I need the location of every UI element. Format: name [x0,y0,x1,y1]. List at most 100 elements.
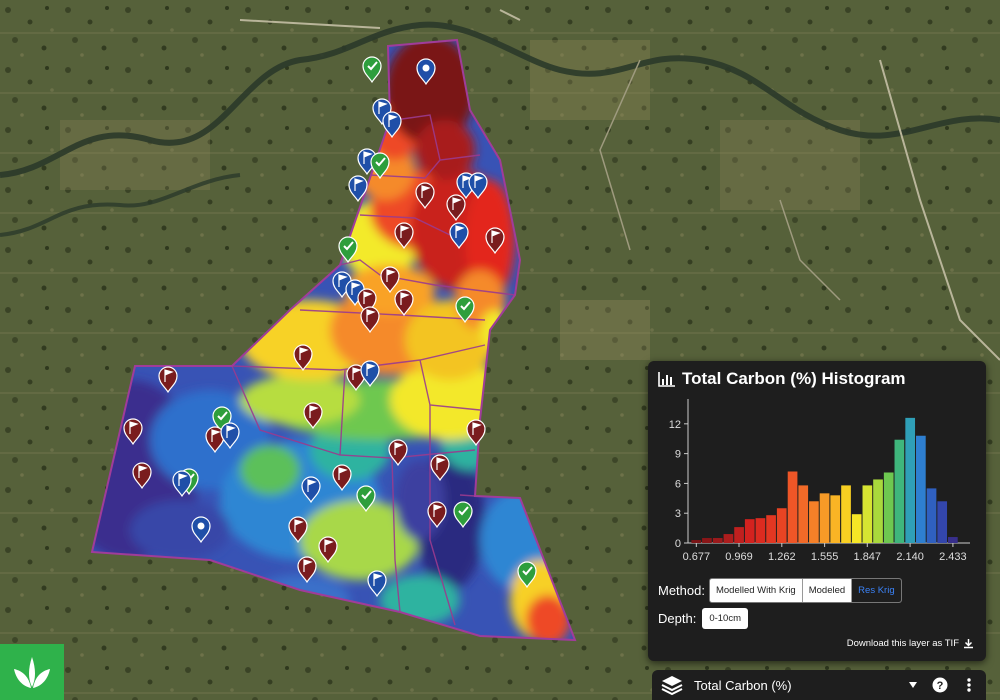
y-tick-label: 3 [675,508,681,520]
blue-flag-marker[interactable] [449,222,469,250]
blue-flag-marker[interactable] [172,470,192,498]
sample-flag-marker[interactable] [205,426,225,454]
sample-flag-marker[interactable] [297,556,317,584]
layers-icon [661,676,683,696]
sample-flag-marker[interactable] [430,454,450,482]
completed-check-marker[interactable] [362,56,382,84]
blue-flag-marker[interactable] [372,98,392,126]
histogram-bar [766,515,776,543]
depth-selector-row: Depth: 0-10cm [658,608,748,629]
histogram-bar [787,471,798,543]
histogram-title-text: Total Carbon (%) Histogram [682,369,906,388]
water-drop-marker[interactable] [191,516,211,544]
histogram-bar [755,518,766,543]
completed-check-marker[interactable] [517,561,537,589]
histogram-bar [947,537,958,543]
sample-flag-marker[interactable] [466,419,486,447]
layer-selector-bar[interactable]: Total Carbon (%) ? [652,670,986,700]
y-tick-label: 6 [675,478,681,490]
completed-check-marker[interactable] [356,485,376,513]
kebab-menu-icon[interactable] [966,677,972,693]
caret-down-icon[interactable] [908,681,918,689]
histogram-bar [809,501,819,543]
x-tick-label: 2.433 [939,551,967,563]
histogram-bar [905,417,916,543]
histogram-bar [691,540,702,543]
blue-flag-marker[interactable] [360,360,380,388]
sample-flag-marker[interactable] [394,289,414,317]
histogram-bar [723,534,734,543]
blue-flag-marker[interactable] [301,476,321,504]
completed-check-marker[interactable] [370,152,390,180]
histogram-bar [894,439,905,543]
x-tick-label: 0.677 [683,551,711,563]
sample-flag-marker[interactable] [123,418,143,446]
sample-flag-marker[interactable] [485,227,505,255]
completed-check-marker[interactable] [455,296,475,324]
x-tick-label: 1.262 [768,551,796,563]
histogram-bar [819,493,830,543]
blue-flag-marker[interactable] [468,172,488,200]
layer-name: Total Carbon (%) [694,677,792,693]
histogram-bar [830,495,841,543]
histogram-bar [926,488,937,543]
sample-flag-marker[interactable] [380,266,400,294]
carbon-histogram-chart: 0 3 6 9 12 0.677 0.969 1.262 1.555 1.847 2.140 2.43… [669,399,970,563]
x-tick-label: 2.140 [896,551,924,563]
blue-flag-marker[interactable] [220,422,240,450]
histogram-bar [702,538,712,543]
sample-flag-marker[interactable] [332,464,352,492]
sample-flag-marker[interactable] [360,306,380,334]
blue-flag-marker[interactable] [348,175,368,203]
svg-text:?: ? [937,680,944,692]
blue-flag-marker[interactable] [367,570,387,598]
histogram-bar [937,501,948,543]
completed-check-marker[interactable] [453,501,473,529]
histogram-bar [776,508,787,543]
y-tick-label: 9 [675,449,681,461]
sample-flag-marker[interactable] [446,194,466,222]
histogram-bar [744,519,755,543]
leaf-logo-icon [14,657,50,688]
histogram-bar [851,514,862,543]
method-option-res-krig[interactable]: Res Krig [852,579,901,602]
sample-flag-marker[interactable] [394,222,414,250]
blue-flag-marker[interactable] [382,111,402,139]
histogram-bar [798,485,809,543]
histogram-bar [712,538,723,543]
method-option-modelled-with-krig[interactable]: Modelled With Krig [710,579,803,602]
sample-flag-marker[interactable] [303,402,323,430]
download-tif-link[interactable]: Download this layer as TIF [847,638,974,649]
histogram-bar [734,527,744,543]
sample-flag-marker[interactable] [388,439,408,467]
histogram-bar [883,472,894,543]
sample-flag-marker[interactable] [132,462,152,490]
sample-flag-marker[interactable] [288,516,308,544]
app-logo[interactable] [0,644,64,700]
sample-flag-marker[interactable] [427,501,447,529]
histogram-title: Total Carbon (%) Histogram [658,369,906,389]
sample-flag-marker[interactable] [318,536,338,564]
histogram-bar [862,485,873,543]
help-icon[interactable]: ? [932,677,948,693]
method-option-modeled[interactable]: Modeled [803,579,853,602]
histogram-bar [915,435,926,543]
sample-flag-marker[interactable] [158,366,178,394]
depth-label: Depth: [658,611,697,626]
method-selector-row: Method: Modelled With Krig Modeled Res K… [658,578,902,603]
histogram-panel: Total Carbon (%) Histogram 0 3 6 9 12 0.677 0.… [648,361,986,661]
depth-option-button[interactable]: 0-10cm [702,608,748,629]
completed-check-marker[interactable] [338,236,358,264]
y-tick-label: 12 [669,419,681,431]
x-tick-label: 1.847 [854,551,882,563]
sample-flag-marker[interactable] [293,344,313,372]
water-drop-marker[interactable] [416,58,436,86]
bar-chart-icon [658,372,675,387]
y-tick-label: 0 [675,538,681,550]
sample-flag-marker[interactable] [415,182,435,210]
x-tick-label: 1.555 [811,551,839,563]
x-tick-label: 0.969 [725,551,753,563]
download-tif-label: Download this layer as TIF [846,638,959,649]
method-label: Method: [658,583,705,598]
